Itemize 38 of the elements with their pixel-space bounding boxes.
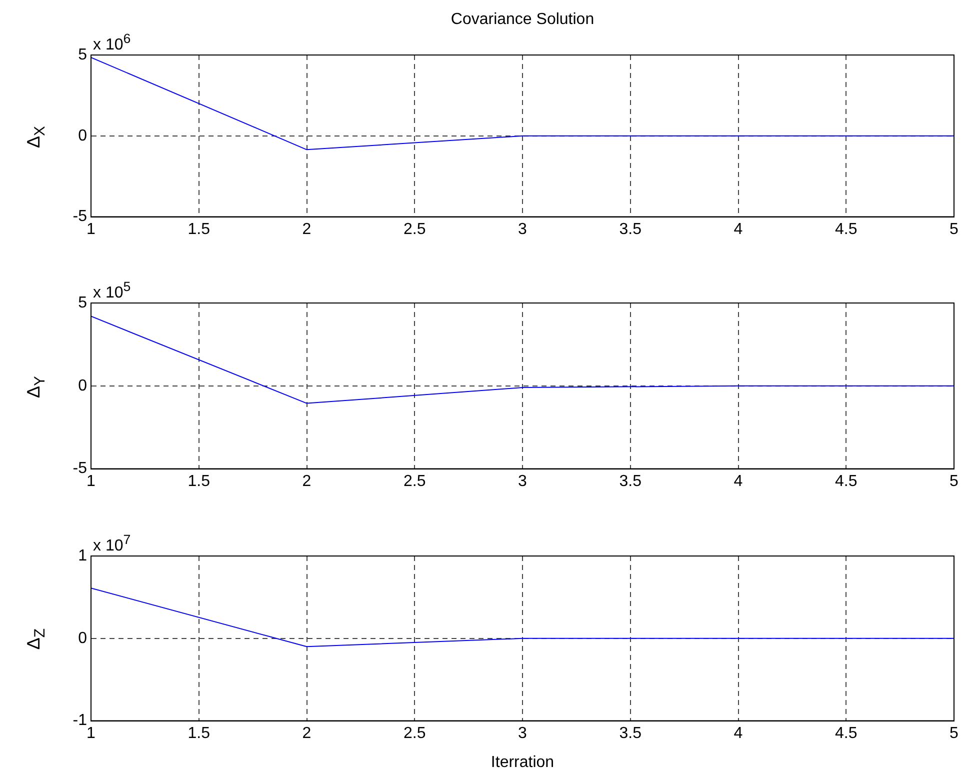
x-tick-label: 4.5 [835, 724, 858, 742]
y-tick-label: -5 [72, 460, 88, 478]
x-tick-label: 4 [734, 472, 743, 490]
x-tick-label: 1.5 [188, 220, 210, 238]
y-tick-label: 1 [78, 547, 88, 564]
x-tick-label: 5 [950, 724, 959, 742]
chart-title: Covariance Solution [450, 11, 596, 29]
text: x 10$^{5}$ [93, 278, 131, 304]
x-tick-label: 2.5 [404, 220, 426, 238]
y-tick-label: 0 [78, 127, 88, 144]
x-tick-label: 2 [302, 472, 312, 490]
x-axis-title: Iterration [490, 754, 556, 772]
text: x 10$^{6}$ [93, 30, 131, 56]
x-tick-label: 2.5 [404, 724, 426, 742]
y-tick-label: 0 [78, 377, 88, 394]
x-tick-label: 4 [734, 220, 743, 238]
x-tick-label: 1.5 [188, 472, 210, 490]
x-tick-label: 2 [302, 220, 312, 238]
x-tick-label: 4.5 [835, 472, 858, 490]
x-tick-label: 2.5 [404, 472, 426, 490]
x-tick-label: 3.5 [619, 472, 642, 490]
x-tick-label: 2 [302, 724, 312, 742]
x-tick-label: 3.5 [619, 220, 642, 238]
x-tick-label: 3 [518, 220, 528, 238]
y-tick-label: 5 [78, 46, 88, 64]
y-tick-label: -5 [72, 208, 88, 226]
x-tick-label: 3 [518, 472, 528, 490]
text: x 10$^{7}$ [93, 531, 131, 556]
x-tick-label: 5 [950, 220, 959, 238]
x-tick-label: 1.5 [188, 724, 210, 742]
x-tick-label: 3.5 [619, 724, 642, 742]
y-tick-label: 5 [78, 294, 88, 312]
x-tick-label: 4 [734, 724, 743, 742]
x-tick-label: 4.5 [835, 220, 858, 238]
x-tick-label: 3 [518, 724, 528, 742]
y-tick-label: 0 [78, 630, 88, 647]
x-tick-label: 5 [950, 472, 959, 490]
y-tick-label: -1 [72, 712, 88, 730]
